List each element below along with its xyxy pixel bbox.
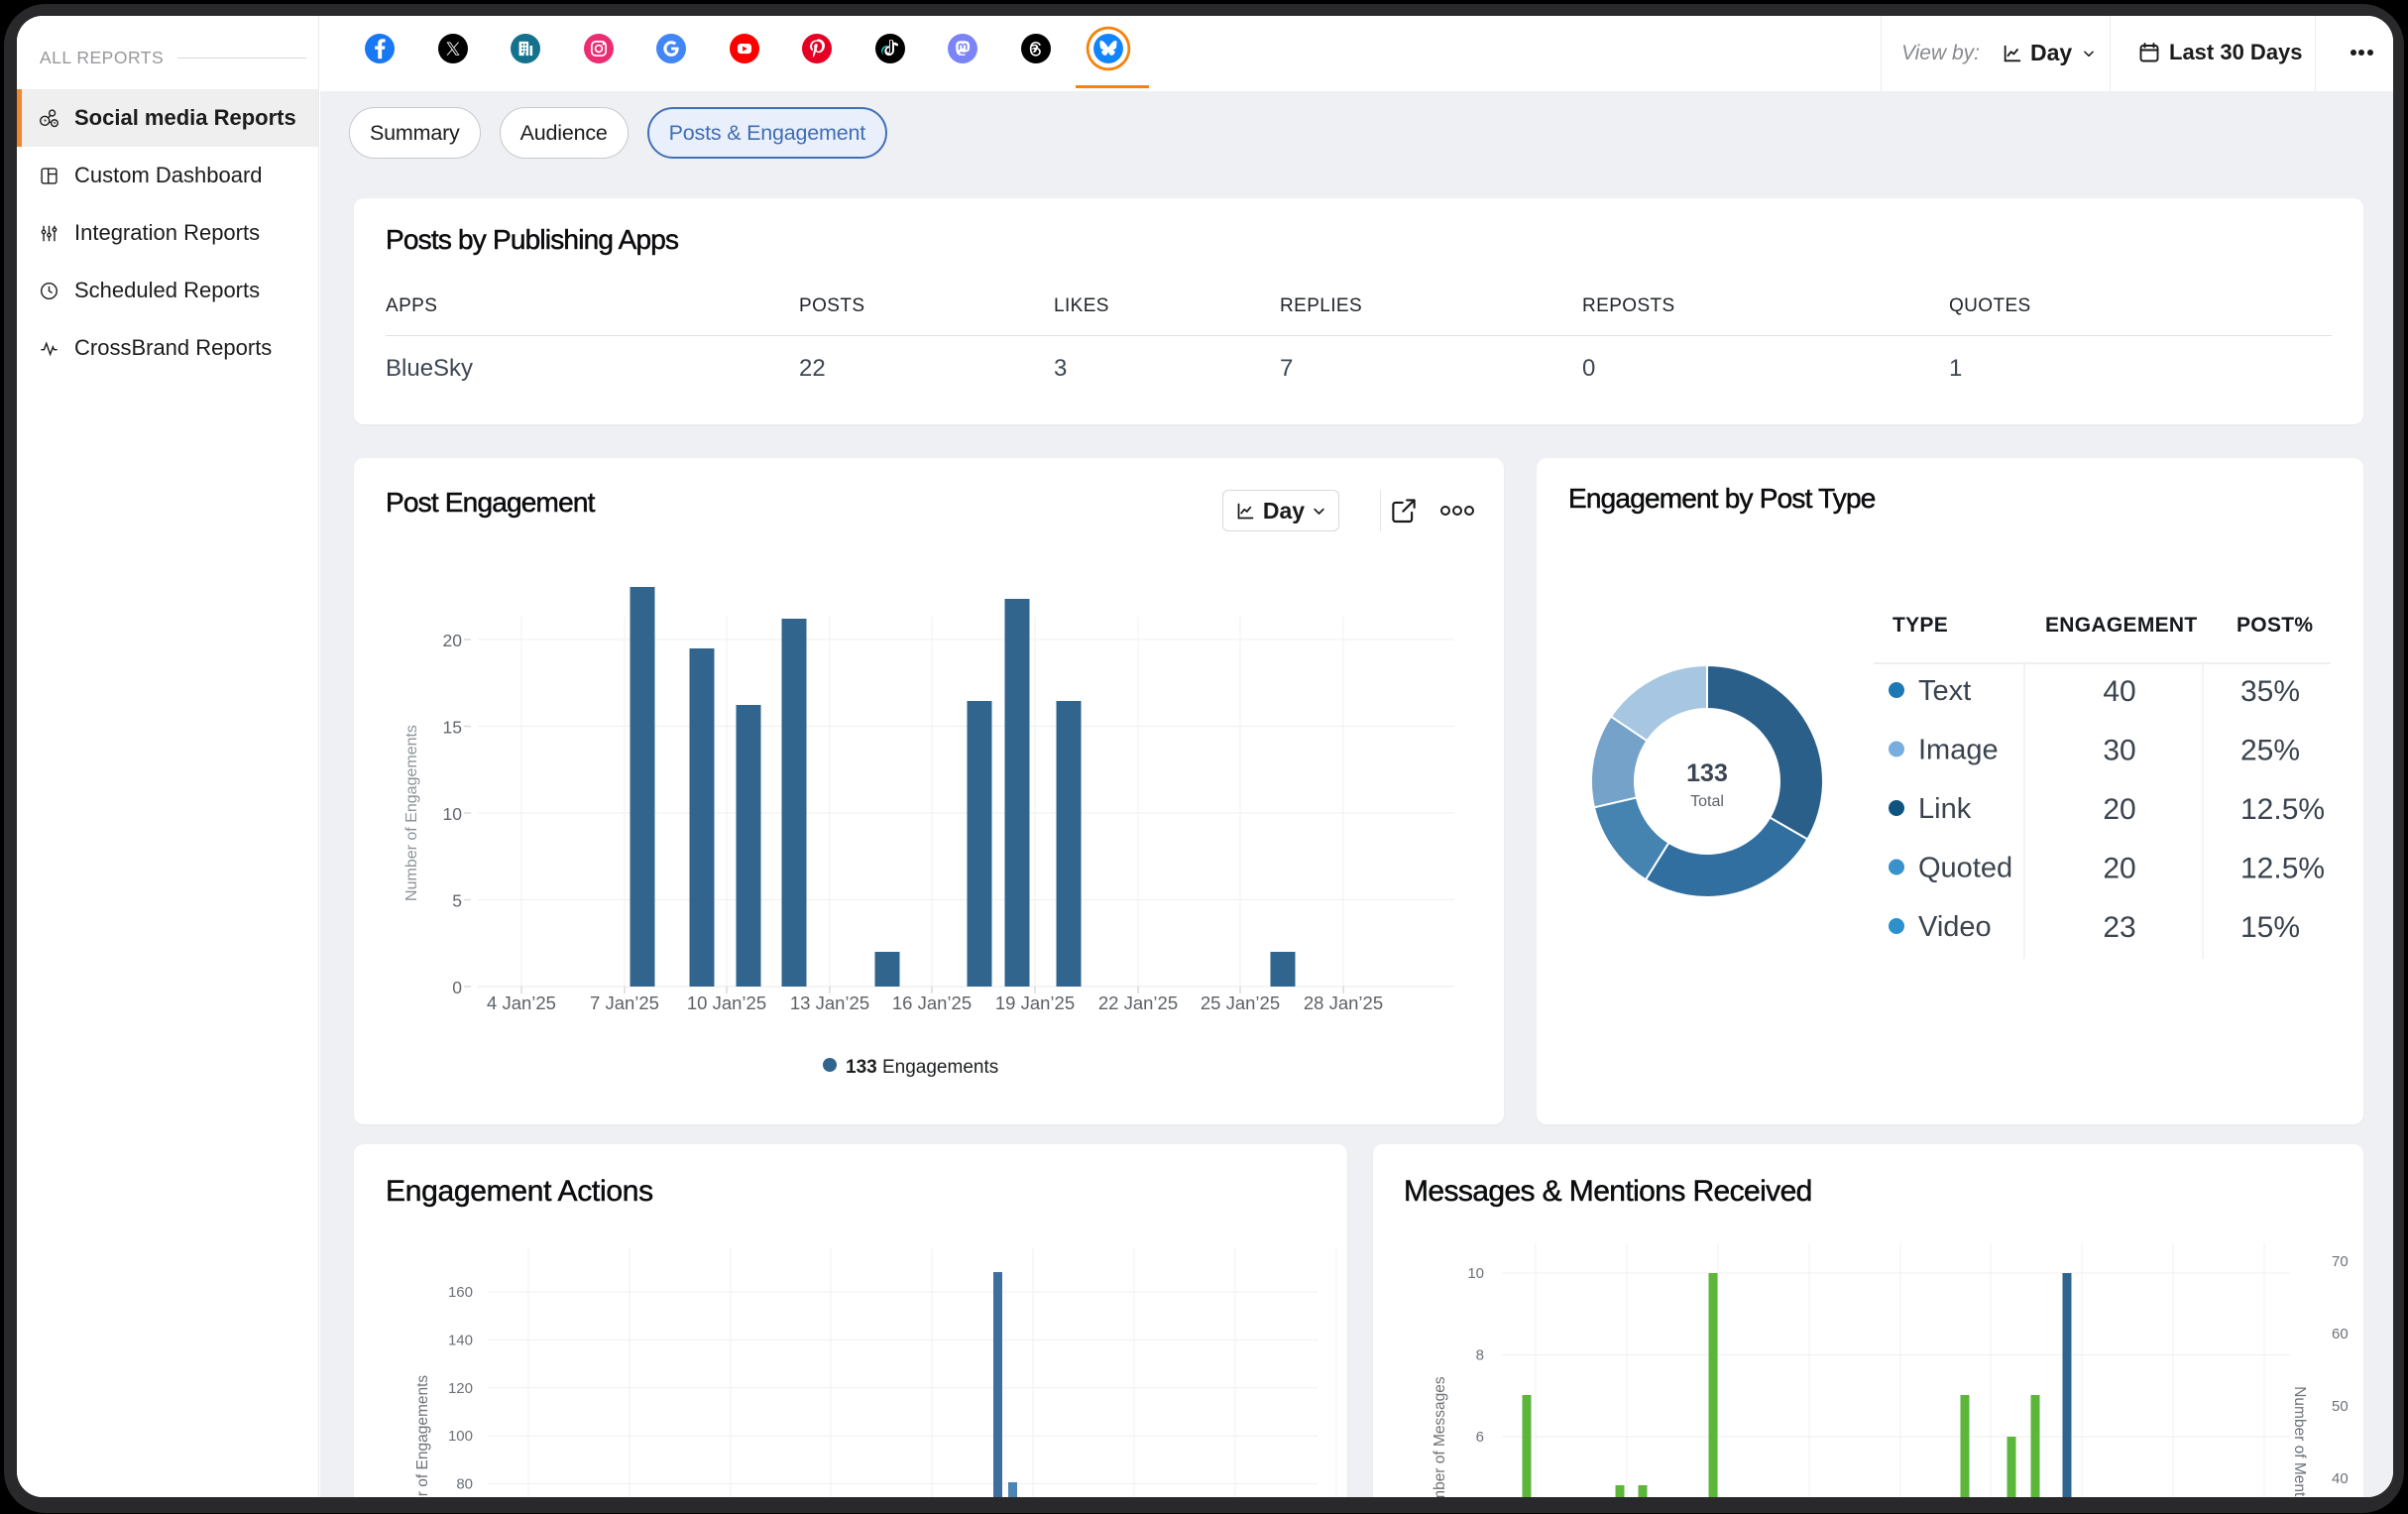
svg-text:POST%: POST%	[2236, 614, 2313, 637]
svg-text:0: 0	[452, 978, 462, 997]
svg-text:20: 20	[2103, 853, 2135, 885]
svg-text:ENGAGEMENT: ENGAGEMENT	[2045, 614, 2198, 637]
svg-text:20: 20	[443, 631, 463, 650]
svg-text:15%: 15%	[2240, 911, 2300, 944]
svg-text:Total: Total	[1690, 793, 1724, 810]
svg-text:23: 23	[2103, 911, 2135, 944]
svg-text:7 Jan’25: 7 Jan’25	[590, 992, 659, 1013]
svg-text:22 Jan’25: 22 Jan’25	[1098, 992, 1178, 1013]
svg-text:70: 70	[2332, 1253, 2349, 1270]
svg-text:20: 20	[2103, 793, 2135, 826]
svg-text:Number of Engagements: Number of Engagements	[403, 725, 420, 901]
svg-text:12.5%: 12.5%	[2240, 853, 2325, 885]
svg-text:80: 80	[456, 1476, 473, 1493]
svg-text:Number of Messages: Number of Messages	[1432, 1376, 1448, 1497]
svg-text:160: 160	[448, 1284, 473, 1301]
svg-text:35%: 35%	[2240, 675, 2300, 708]
svg-text:40: 40	[2103, 675, 2135, 708]
svg-text:4 Jan’25: 4 Jan’25	[487, 992, 556, 1013]
svg-text:Video: Video	[1918, 911, 1992, 943]
svg-text:120: 120	[448, 1380, 473, 1397]
svg-text:40: 40	[2332, 1470, 2349, 1487]
svg-text:60: 60	[2332, 1326, 2349, 1342]
svg-text:8: 8	[1476, 1347, 1484, 1364]
svg-text:Image: Image	[1918, 735, 1999, 766]
svg-text:25%: 25%	[2240, 735, 2300, 767]
svg-text:133: 133	[1686, 759, 1728, 787]
svg-text:TYPE: TYPE	[1892, 614, 1948, 637]
svg-text:Link: Link	[1918, 793, 1972, 825]
svg-text:Number of Mentions: Number of Mentions	[2291, 1386, 2308, 1497]
svg-text:16 Jan’25: 16 Jan’25	[892, 992, 972, 1013]
svg-text:25 Jan’25: 25 Jan’25	[1201, 992, 1280, 1013]
svg-text:10 Jan’25: 10 Jan’25	[687, 992, 766, 1013]
svg-text:12.5%: 12.5%	[2240, 793, 2325, 826]
svg-text:10: 10	[443, 804, 463, 824]
svg-text:133 Engagements: 133 Engagements	[846, 1057, 998, 1078]
svg-text:19 Jan’25: 19 Jan’25	[995, 992, 1075, 1013]
svg-text:100: 100	[448, 1428, 473, 1445]
svg-text:Number of Engagements: Number of Engagements	[414, 1375, 431, 1497]
svg-text:Text: Text	[1918, 675, 1971, 707]
svg-text:13 Jan’25: 13 Jan’25	[790, 992, 869, 1013]
svg-text:15: 15	[443, 718, 462, 738]
svg-text:10: 10	[1467, 1265, 1484, 1282]
svg-text:140: 140	[448, 1332, 473, 1348]
svg-text:50: 50	[2332, 1398, 2349, 1415]
svg-text:6: 6	[1476, 1429, 1484, 1446]
svg-text:30: 30	[2103, 735, 2135, 767]
svg-text:Quoted: Quoted	[1918, 853, 2012, 884]
svg-text:5: 5	[452, 891, 462, 911]
svg-text:28 Jan’25: 28 Jan’25	[1304, 992, 1383, 1013]
